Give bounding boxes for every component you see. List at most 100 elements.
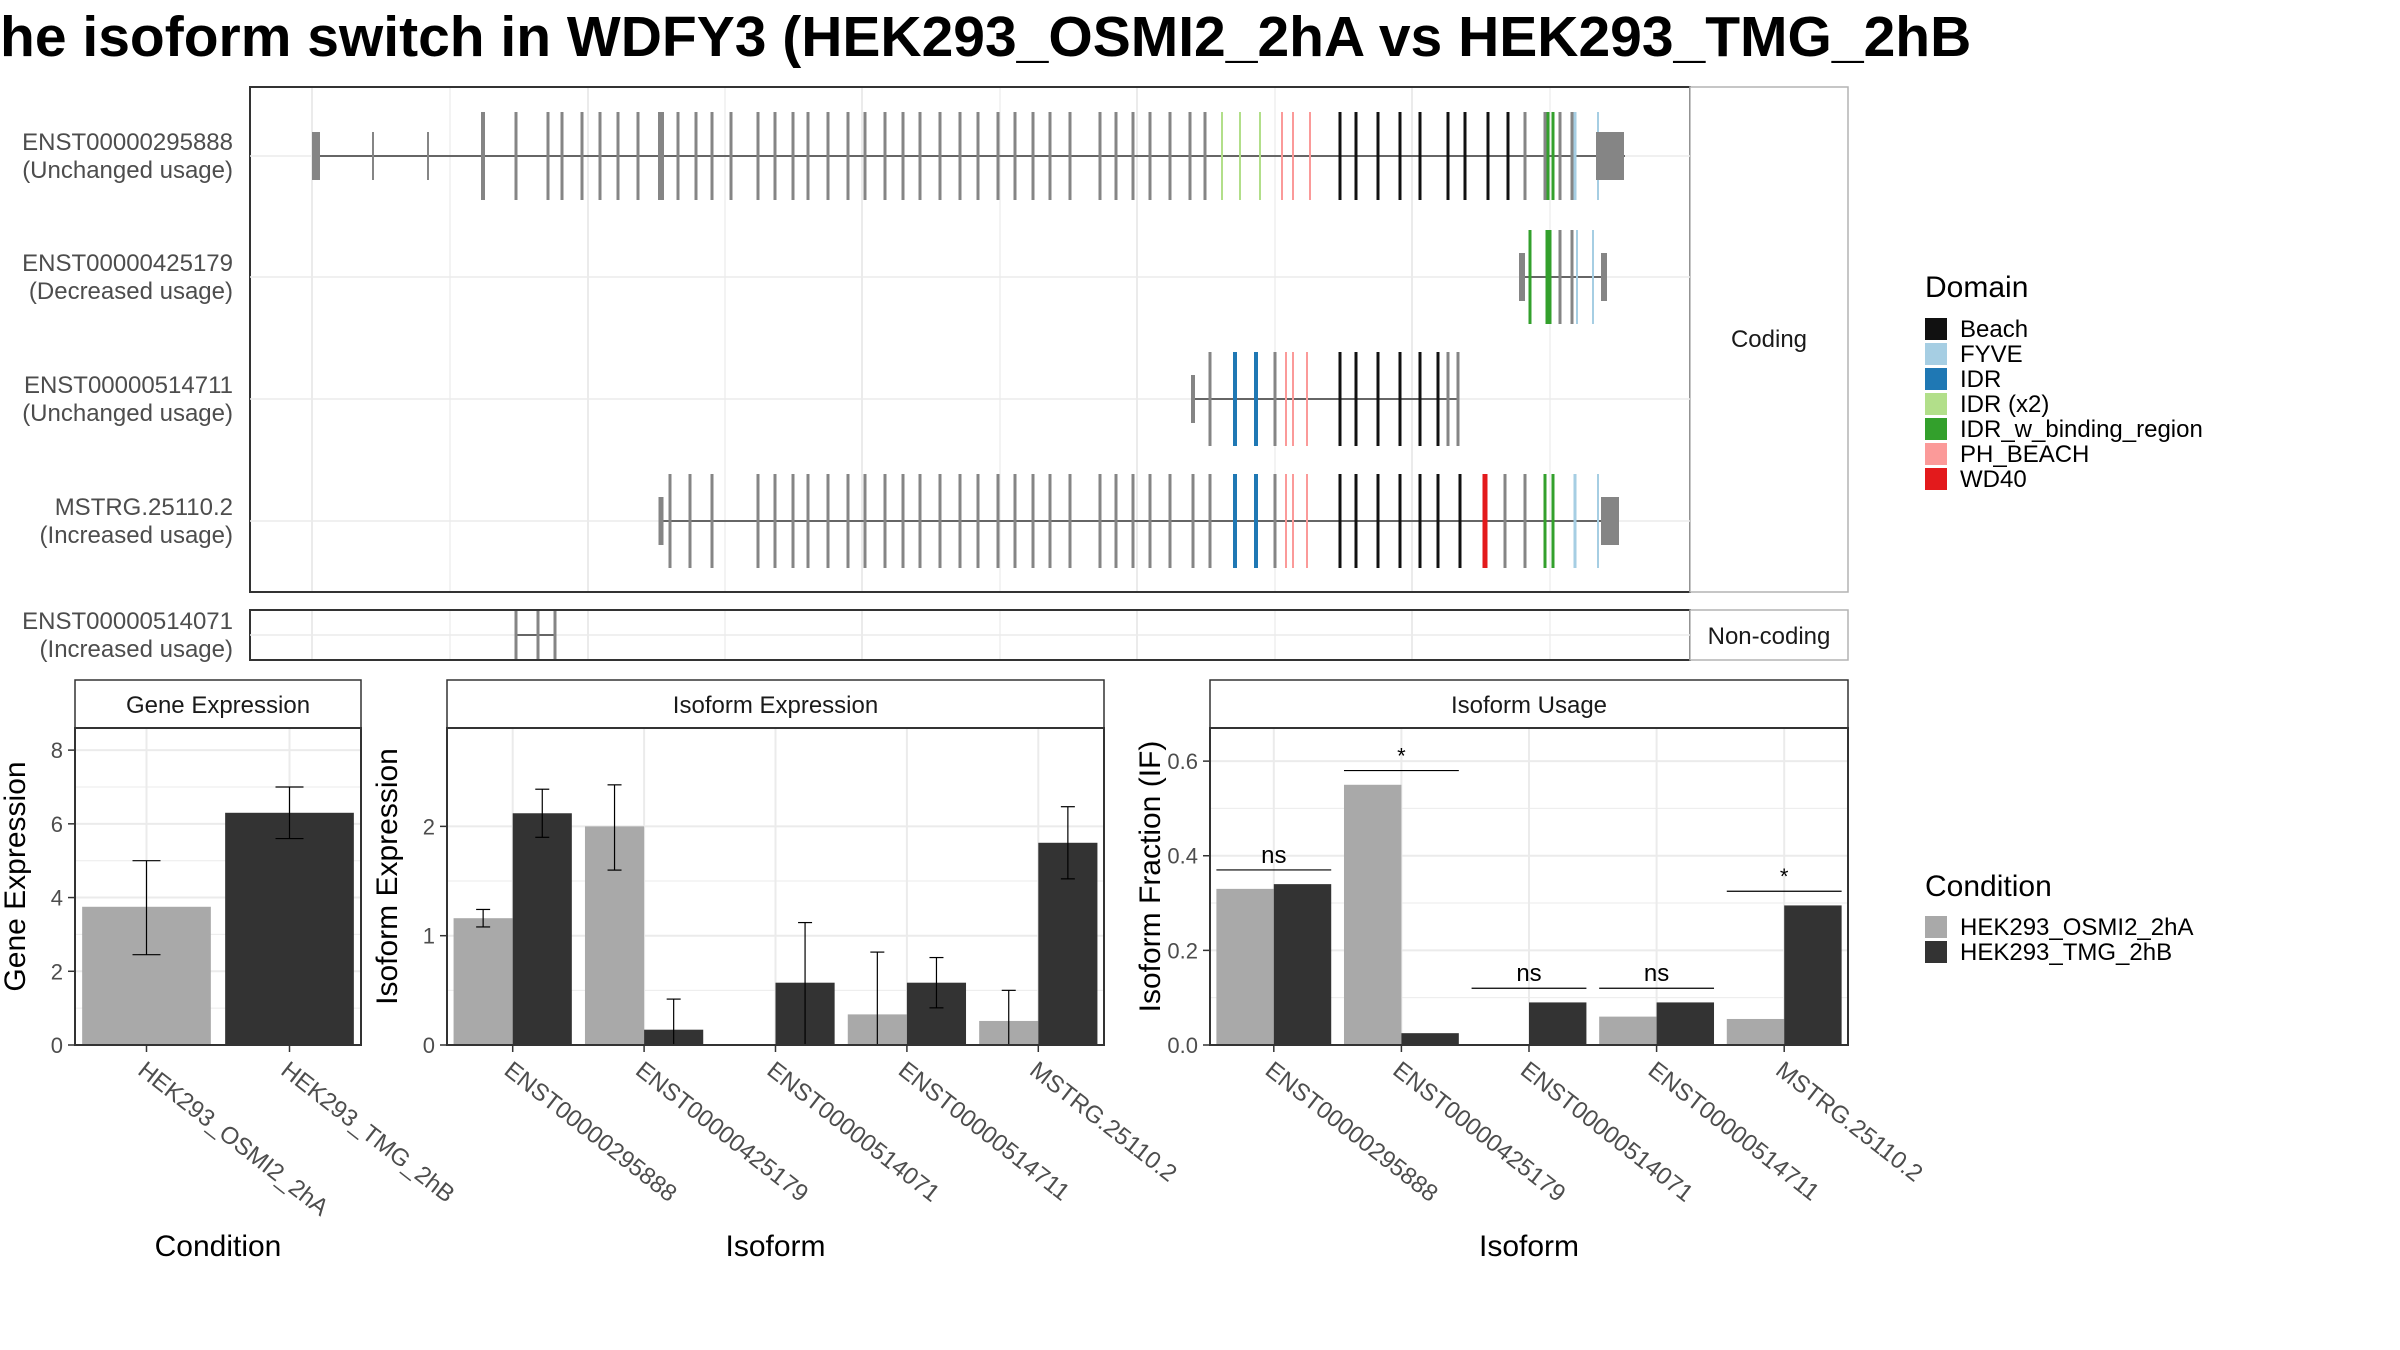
exon <box>514 112 518 200</box>
exon <box>901 474 905 568</box>
transcript-usage-label: (Decreased usage) <box>29 278 233 305</box>
domain-legend-label: IDR_w_binding_region <box>1960 416 2203 443</box>
facet-strip-noncoding <box>1689 609 1849 661</box>
exon <box>688 474 692 568</box>
transcript-id-label: MSTRG.25110.2 <box>55 494 233 521</box>
exon <box>1545 230 1549 324</box>
exon <box>1098 474 1102 568</box>
exon <box>1114 474 1118 568</box>
exon <box>1418 474 1422 568</box>
facet-label-noncoding: Non-coding <box>1708 623 1831 650</box>
exon <box>1239 112 1241 200</box>
exon <box>1398 112 1402 200</box>
significance-label: ns <box>1644 960 1669 987</box>
domain-legend-label: IDR <box>1960 366 2001 393</box>
exon <box>1482 474 1488 568</box>
exon <box>826 474 830 568</box>
exon <box>1191 375 1195 423</box>
exon <box>536 611 540 659</box>
y-tick-label: 2 <box>51 959 63 984</box>
exon <box>580 112 584 200</box>
y-tick-label: 0.6 <box>1167 749 1198 774</box>
condition-legend-title: Condition <box>1925 870 2052 903</box>
exon <box>958 112 962 200</box>
y-tick-label: 2 <box>423 814 435 839</box>
exon <box>1523 112 1527 200</box>
exon <box>1354 352 1358 446</box>
y-axis-title: Isoform Expression <box>371 748 404 1005</box>
bar <box>1343 784 1402 1045</box>
domain-legend-swatch <box>1925 418 1947 440</box>
exon <box>1254 474 1258 568</box>
facet-strip-coding <box>1689 86 1849 593</box>
exon <box>1285 352 1287 446</box>
x-axis-title: Condition <box>155 1230 282 1263</box>
exon <box>710 112 714 200</box>
exon <box>1168 112 1172 200</box>
exon <box>1506 112 1510 200</box>
panel-strip-title: Gene Expression <box>126 692 310 719</box>
exon <box>1573 112 1577 200</box>
exon <box>1376 474 1380 568</box>
bar-chart-panel: Gene Expression02468HEK293_OSMI2_2hAHEK2… <box>0 679 460 1263</box>
exon <box>1546 112 1550 200</box>
exon <box>481 112 485 200</box>
exon <box>1292 352 1294 446</box>
y-axis-title: Gene Expression <box>0 761 32 991</box>
domain-legend-label: WD40 <box>1960 466 2027 493</box>
exon <box>553 611 557 659</box>
x-axis-title: Isoform <box>725 1230 825 1263</box>
exon <box>710 474 714 568</box>
condition-legend-swatch <box>1925 941 1947 963</box>
exon <box>1558 230 1562 324</box>
exon <box>1203 112 1207 200</box>
exon <box>1148 474 1152 568</box>
exon <box>427 132 429 180</box>
exon <box>1068 474 1072 568</box>
exon <box>560 112 564 200</box>
y-tick-label: 0.0 <box>1167 1033 1198 1058</box>
y-tick-label: 8 <box>51 738 63 763</box>
domain-legend-swatch <box>1925 443 1947 465</box>
exon <box>883 474 887 568</box>
facet-label-coding: Coding <box>1731 326 1807 353</box>
figure-title: he isoform switch in WDFY3 (HEK293_OSMI2… <box>0 5 1971 69</box>
exon <box>863 474 867 568</box>
y-tick-label: 1 <box>423 924 435 949</box>
exon <box>773 112 777 200</box>
y-tick-label: 6 <box>51 812 63 837</box>
exon <box>729 112 733 200</box>
exon <box>976 112 980 200</box>
exon <box>901 112 905 200</box>
exon <box>1596 132 1624 180</box>
exon <box>1597 474 1599 568</box>
exon <box>846 112 850 200</box>
y-axis-title: Isoform Fraction (IF) <box>1134 741 1167 1013</box>
bar <box>1401 1033 1459 1045</box>
exon <box>938 112 942 200</box>
transcript-model <box>1191 352 1460 446</box>
significance-label: * <box>1397 744 1406 769</box>
exon <box>1503 474 1507 568</box>
transcript-model <box>312 112 1625 200</box>
exon <box>1376 352 1380 446</box>
exon <box>1233 474 1237 568</box>
exon <box>1354 474 1358 568</box>
exon <box>372 132 374 180</box>
exon <box>1418 112 1422 200</box>
exon <box>918 112 922 200</box>
transcript-usage-label: (Increased usage) <box>40 636 233 663</box>
transcript-id-label: ENST00000514711 <box>24 372 233 399</box>
transcript-id-label: ENST00000425179 <box>22 250 233 277</box>
transcript-structure-panel: CodingNon-codingENST00000295888(Unchange… <box>22 86 1849 663</box>
condition-legend-label: HEK293_OSMI2_2hA <box>1960 914 2193 941</box>
domain-legend-label: Beach <box>1960 316 2028 343</box>
bar <box>1784 905 1842 1045</box>
exon <box>1338 352 1342 446</box>
exon <box>658 112 664 200</box>
exon <box>1188 112 1192 200</box>
transcript-model <box>658 474 1619 568</box>
